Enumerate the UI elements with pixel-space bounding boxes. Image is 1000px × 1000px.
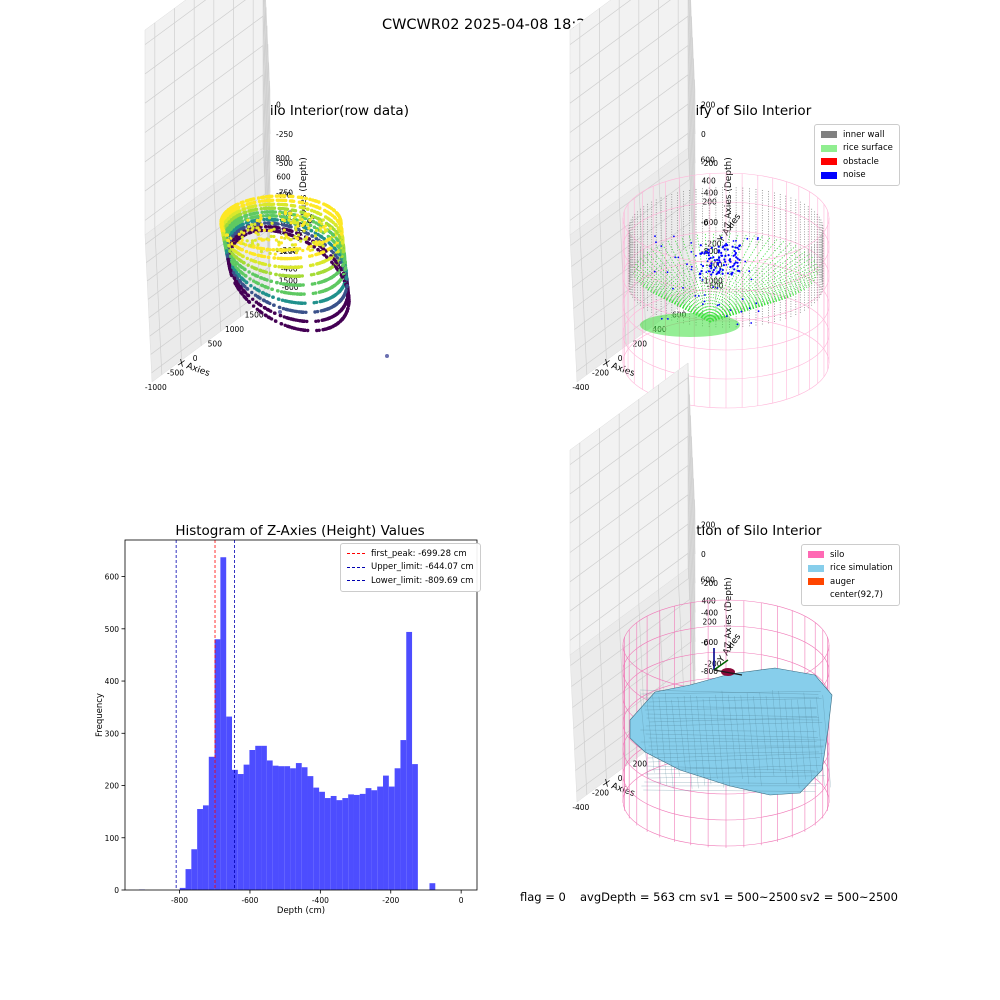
p1-y-tick-label: -400 xyxy=(281,264,298,273)
legend-swatch xyxy=(808,564,824,572)
p4-x-tick-label: -200 xyxy=(592,788,609,797)
legend-label: silo xyxy=(830,549,845,560)
p1-point xyxy=(316,248,320,252)
p1-y-tick-label: 800 xyxy=(275,154,290,163)
p1-z-tick-label: 0 xyxy=(276,101,281,110)
p1-point xyxy=(275,281,279,285)
p1-x-tick-label: 1500 xyxy=(245,310,264,319)
p1-point xyxy=(304,310,308,314)
p1-y-tick-label: 600 xyxy=(276,173,291,182)
p1-grid-x xyxy=(174,213,182,361)
p1-grid-y xyxy=(146,175,265,263)
legend-label: rice simulation xyxy=(830,563,893,574)
p1-point xyxy=(314,236,318,241)
p1-point xyxy=(298,247,302,251)
p1-point xyxy=(306,328,310,333)
p1-z-tick-label: -1500 xyxy=(276,276,298,285)
p1-x-tick-label: 1000 xyxy=(225,325,244,334)
p1-point xyxy=(301,283,305,287)
p1-point xyxy=(279,322,284,326)
legend-label: center(92,7) xyxy=(830,590,883,601)
status-avg-depth: avgDepth = 563 cm xyxy=(580,890,697,904)
status-sv2: sv2 = 500~2500 xyxy=(800,890,898,904)
p4-x-tick-label: 200 xyxy=(633,759,648,768)
p1-grid-x xyxy=(154,227,163,375)
p1-y-tick-label: -600 xyxy=(282,283,299,292)
p1-grid-y xyxy=(150,267,269,355)
legend-entry-silo: silo xyxy=(808,548,893,562)
status-flag: flag = 0 xyxy=(520,890,566,904)
p1-point xyxy=(272,256,277,260)
p1-point xyxy=(271,248,276,252)
p1-point xyxy=(300,274,304,278)
p1-grid-z xyxy=(144,44,271,193)
p1-x-tick-label: -1000 xyxy=(145,383,167,392)
legend-entry-center: center(92,7) xyxy=(808,589,893,603)
p4-x-tick-label: 0 xyxy=(618,774,623,783)
p1-z-axis-label: Z Axies (Depth) xyxy=(299,157,309,228)
p1-point xyxy=(274,272,278,277)
figure-suptitle: CWCWR02 2025-04-08 18:25:33 xyxy=(381,17,619,33)
p1-grid-z xyxy=(144,0,271,134)
p1-point xyxy=(298,256,303,260)
p1-point xyxy=(303,301,307,305)
p1-point xyxy=(278,273,282,277)
p4-z-tick-label: 0 xyxy=(701,550,706,559)
p1-grid-z xyxy=(144,74,271,222)
p1-x-tick-label: 500 xyxy=(208,339,223,348)
p1-point xyxy=(312,225,317,229)
legend-swatch xyxy=(808,591,824,599)
p1-point-cloud xyxy=(219,194,389,358)
p4-y-tick-label: 200 xyxy=(703,618,718,627)
p1-point xyxy=(302,292,306,296)
legend-swatch xyxy=(808,578,824,586)
panel4-legend: silo rice simulation auger center(92,7) xyxy=(801,544,900,606)
p1-grid-z xyxy=(144,0,271,105)
p4-z-tick-label: 200 xyxy=(701,521,716,530)
p1-z-tick-label: -1250 xyxy=(276,247,298,256)
p1-point xyxy=(277,297,281,301)
p1-grid-x xyxy=(213,184,222,332)
p1-point xyxy=(276,289,280,293)
p4-z-tick-label: -400 xyxy=(701,609,718,618)
p1-point xyxy=(299,265,304,269)
p1-grid-z xyxy=(144,15,271,164)
p1-x-tick-label: -500 xyxy=(167,368,184,377)
p4-z-tick-label: -600 xyxy=(701,638,718,647)
p4-x-tick-label: -400 xyxy=(572,803,589,812)
p1-grid-y xyxy=(148,230,268,318)
p1-z-tick-label: -750 xyxy=(276,189,293,198)
p1-grid-x xyxy=(193,198,202,346)
legend-entry-rice-simulation: rice simulation xyxy=(808,562,893,576)
p4-z-axis-label: Z Axies (Depth) xyxy=(724,577,734,648)
legend-entry-auger: auger xyxy=(808,575,893,589)
p1-x-tick-label: 0 xyxy=(193,354,198,363)
p1-point xyxy=(278,305,282,310)
status-sv1: sv1 = 500~2500 xyxy=(700,890,798,904)
p4-z-tick-label: -200 xyxy=(701,579,718,588)
p1-point xyxy=(308,197,312,202)
p1-z-tick-label: -500 xyxy=(276,159,293,168)
legend-label: auger xyxy=(830,576,855,587)
legend-swatch xyxy=(808,551,824,559)
p1-point xyxy=(279,313,283,318)
p1-z-tick-label: -250 xyxy=(276,130,293,139)
p1-point xyxy=(305,319,309,324)
p1-point xyxy=(273,264,278,268)
p1-grid-y xyxy=(145,156,264,245)
